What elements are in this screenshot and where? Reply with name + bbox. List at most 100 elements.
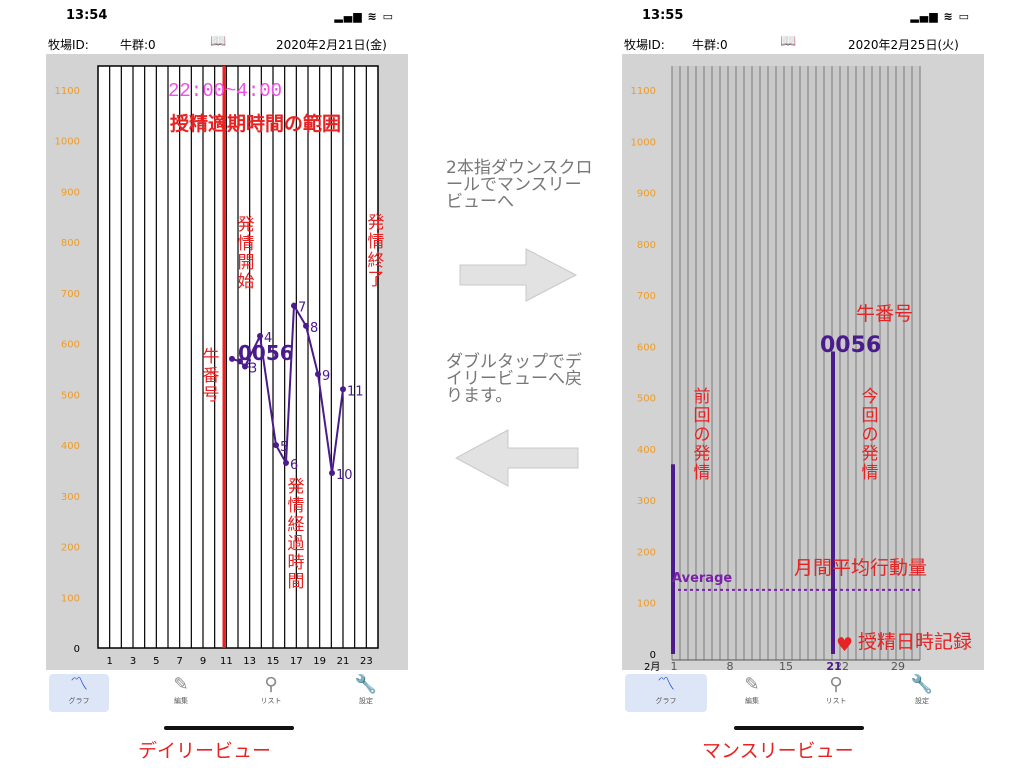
series-point (303, 322, 309, 329)
tab-edit[interactable]: ✎ 編集 (722, 674, 782, 712)
series-point (291, 302, 297, 309)
y-tick-label: 0 (74, 644, 80, 655)
x-tick-label: 3 (130, 656, 136, 667)
tab-list[interactable]: ⚲ リスト (806, 674, 866, 712)
x-tick-label: 9 (200, 656, 206, 667)
start-label-char: 情 (238, 234, 255, 254)
y-tick-label: 800 (637, 240, 656, 251)
hint-to-monthly: 2本指ダウンスクロールでマンスリービューへ (446, 158, 593, 212)
curr-estrus-label-char: 発 (862, 444, 879, 464)
tab-settings[interactable]: 🔧 設定 (892, 674, 952, 712)
series-point (229, 355, 235, 362)
y-tick-label: 300 (61, 492, 80, 503)
point-label: 9 (322, 369, 330, 384)
cow-no-label-char: 牛 (203, 347, 220, 367)
tab-graph-label: グラフ (68, 697, 90, 705)
point-label: 8 (310, 321, 318, 336)
home-indicator (164, 726, 294, 730)
y-tick-label: 1000 (631, 137, 656, 148)
point-label: 2 (244, 356, 252, 371)
pencil-icon: ✎ (744, 674, 760, 695)
tab-edit[interactable]: ✎ 編集 (151, 674, 211, 712)
y-tick-label: 1100 (631, 86, 656, 97)
cow-no-label-char: 号 (203, 385, 220, 405)
point-label: 6 (290, 458, 298, 473)
y-tick-label: 1000 (55, 137, 80, 148)
wrench-icon: 🔧 (910, 674, 934, 695)
y-tick-label: 400 (637, 445, 656, 456)
point-label: 7 (298, 301, 306, 316)
series-point (242, 363, 248, 370)
x-tick-highlight: 21 (826, 660, 841, 673)
elapsed-label-char: 情 (288, 496, 305, 516)
start-label-char: 発 (238, 215, 255, 235)
graph-icon: 〽 (657, 674, 675, 695)
y-tick-label: 600 (61, 340, 80, 351)
tab-list[interactable]: ⚲ リスト (241, 674, 301, 712)
range-time-label: 22:00~4:00 (168, 80, 282, 102)
book-icon[interactable]: 📖 (780, 34, 797, 49)
elapsed-label-char: 間 (288, 572, 305, 592)
prev-estrus-label-char: の (694, 425, 711, 445)
book-icon[interactable]: 📖 (210, 34, 227, 49)
end-label-char: 発 (368, 213, 385, 233)
x-tick-label: 5 (153, 656, 159, 667)
home-indicator (734, 726, 864, 730)
x-tick-label: 23 (360, 656, 373, 667)
prev-estrus-label-char: 情 (694, 463, 711, 483)
search-icon: ⚲ (264, 674, 278, 695)
y-tick-label: 200 (637, 547, 656, 558)
signal-wifi-battery-icon: ▂▄▆ ≋ ▭ (910, 10, 970, 23)
right-arrow-icon (459, 248, 578, 302)
point-label: 11 (347, 384, 364, 399)
prev-estrus-label-char: 前 (694, 387, 711, 407)
x-tick-label: 21 (337, 656, 350, 667)
farm-id-label: 牧場ID: (624, 38, 665, 52)
tab-settings[interactable]: 🔧 設定 (336, 674, 396, 712)
date-label: 2020年2月25日(火) (848, 38, 959, 52)
point-label: 3 (249, 361, 257, 376)
end-label-char: 終 (368, 251, 385, 271)
x-tick-label: 13 (243, 656, 256, 667)
y-tick-label: 800 (61, 238, 80, 249)
prev-estrus-label-char: 発 (694, 444, 711, 464)
daily-view-screen: 13:54 ▂▄▆ ≋ ▭ 牧場ID: 牛群:0 📖 2020年2月21日(金)… (46, 0, 408, 768)
curr-estrus-label-char: 回 (862, 406, 879, 426)
tab-bar: 〽 グラフ ✎ 編集 ⚲ リスト 🔧 設定 (622, 672, 984, 714)
tab-list-label: リスト (825, 697, 847, 705)
info-bar: 牧場ID: 牛群:0 📖 2020年2月21日(金) (46, 30, 408, 54)
tab-graph[interactable]: 〽 グラフ (49, 674, 109, 712)
series-point (283, 459, 289, 466)
prev-estrus-label-char: 回 (694, 406, 711, 426)
y-tick-label: 500 (61, 390, 80, 401)
herd-label: 牛群:0 (692, 38, 728, 52)
status-bar: 13:54 ▂▄▆ ≋ ▭ (46, 8, 408, 32)
cow-id-label: 0056 (820, 333, 881, 358)
status-time: 13:54 (66, 8, 108, 23)
x-tick-label: 15 (267, 656, 280, 667)
x-tick-label: 19 (313, 656, 326, 667)
tab-bar: 〽 グラフ ✎ 編集 ⚲ リスト 🔧 設定 (46, 672, 408, 714)
left-arrow-icon (454, 429, 579, 487)
y-tick-label: 100 (61, 593, 80, 604)
graph-icon: 〽 (70, 674, 88, 695)
signal-wifi-battery-icon: ▂▄▆ ≋ ▭ (334, 10, 394, 23)
y-tick-label: 0 (650, 650, 656, 661)
elapsed-label-char: 過 (288, 534, 305, 554)
elapsed-label-char: 発 (288, 477, 305, 497)
tab-graph[interactable]: 〽 グラフ (625, 674, 707, 712)
x-tick-label: 22 (835, 660, 849, 673)
curr-estrus-label-char: の (862, 425, 879, 445)
heart-icon: ♥ (836, 634, 853, 656)
y-tick-label: 500 (637, 394, 656, 405)
start-label-char: 始 (238, 272, 255, 292)
start-label-char: 開 (238, 253, 255, 273)
y-tick-label: 200 (61, 543, 80, 554)
date-label: 2020年2月21日(金) (276, 38, 387, 52)
series-point (340, 386, 346, 393)
